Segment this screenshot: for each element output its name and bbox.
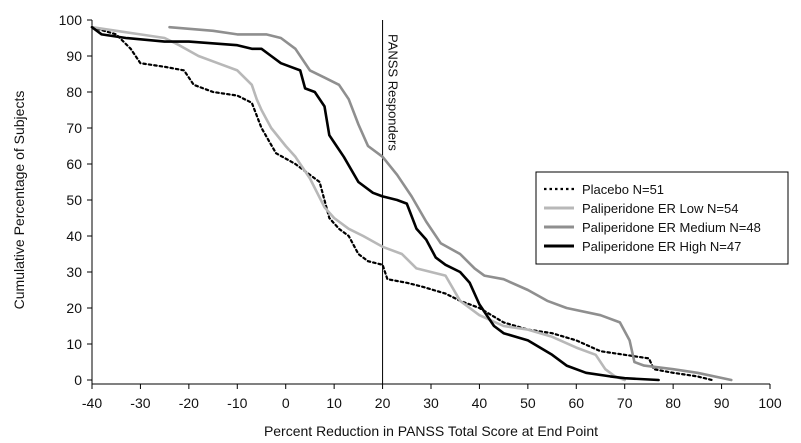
y-axis-title: Cumulative Percentage of Subjects (11, 91, 27, 310)
y-tick-label: 80 (66, 84, 82, 100)
x-tick-label: -20 (179, 395, 199, 411)
legend-label-2: Paliperidone ER Low N=54 (582, 201, 738, 216)
y-tick-label: 40 (66, 228, 82, 244)
legend: Placebo N=51 Paliperidone ER Low N=54 Pali… (535, 171, 789, 265)
y-tick-label: 20 (66, 300, 82, 316)
x-tick-label: 70 (617, 395, 633, 411)
y-tick-label: 30 (66, 264, 82, 280)
x-tick-label: 90 (714, 395, 730, 411)
y-tick-label: 0 (74, 372, 82, 388)
series-line-4 (90, 25, 660, 382)
y-tick-label: 90 (66, 48, 82, 64)
responder-annotation: PANSS Responders (386, 34, 401, 151)
y-tick-label: 60 (66, 156, 82, 172)
series-line-2 (90, 25, 627, 382)
x-axis-title: Percent Reduction in PANSS Total Score a… (264, 423, 598, 439)
legend-label-4: Paliperidone ER High N=47 (582, 239, 741, 254)
x-tick-label: 20 (375, 395, 391, 411)
y-tick-label: 50 (66, 192, 82, 208)
x-tick-label: 10 (326, 395, 342, 411)
series-line-1 (90, 26, 714, 382)
x-tick-label: 30 (423, 395, 439, 411)
y-tick-label: 70 (66, 120, 82, 136)
legend-label-3: Paliperidone ER Medium N=48 (582, 220, 761, 235)
legend-box (535, 171, 789, 265)
x-tick-label: 40 (472, 395, 488, 411)
x-tick-label: 100 (758, 395, 782, 411)
x-tick-label: -30 (130, 395, 150, 411)
y-tick-label: 10 (66, 336, 82, 352)
axes: -40 -30 -20 -10 0 10 20 30 40 50 60 70 80 90 100 0 10 20 3… (59, 12, 782, 411)
x-tick-label: 50 (520, 395, 536, 411)
legend-label-1: Placebo N=51 (582, 182, 664, 197)
y-tick-label: 100 (59, 12, 83, 28)
x-tick-label: -40 (82, 395, 102, 411)
series-line-3 (168, 25, 733, 382)
x-tick-label: 80 (665, 395, 681, 411)
series-layer (90, 25, 733, 382)
annotation-layer: PANSS Responders (382, 20, 401, 384)
x-tick-label: -10 (227, 395, 247, 411)
x-tick-label: 60 (568, 395, 584, 411)
x-tick-label: 0 (282, 395, 290, 411)
